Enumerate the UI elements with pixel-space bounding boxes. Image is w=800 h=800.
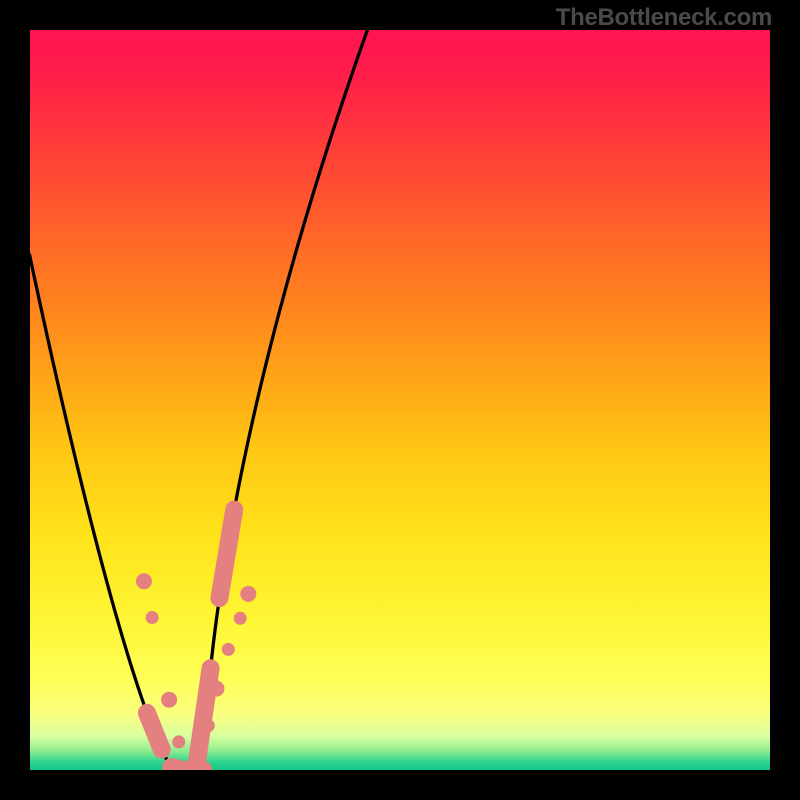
marker-dot [161, 692, 177, 708]
bottleneck-chart [30, 30, 770, 770]
marker-dot [146, 611, 159, 624]
marker-dot [240, 586, 256, 602]
marker-dot [136, 573, 152, 589]
gradient-background [30, 30, 770, 770]
marker-dot [234, 612, 247, 625]
marker-dot [202, 719, 215, 732]
marker-dot [172, 735, 185, 748]
marker-dot [222, 643, 235, 656]
watermark-text: TheBottleneck.com [556, 4, 772, 32]
